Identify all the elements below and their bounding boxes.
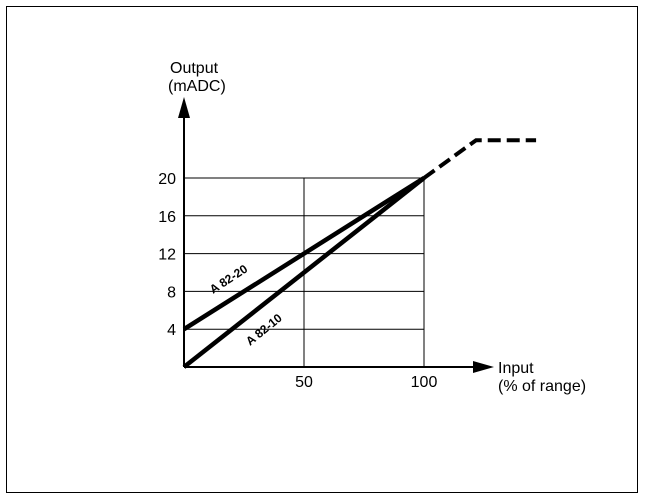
x-axis-title-line1: Input — [498, 360, 534, 377]
y-tick-label-12: 12 — [158, 247, 176, 264]
y-tick-label-4: 4 — [167, 322, 176, 339]
y-axis-title-line1: Output — [170, 60, 219, 77]
y-axis-title-line2: (mADC) — [168, 78, 226, 95]
saturation-line — [422, 138, 537, 180]
x-axis-arrow — [473, 361, 494, 373]
x-tick-label-100: 100 — [411, 374, 438, 391]
y-tick-label-20: 20 — [158, 171, 176, 188]
series-lines — [182, 176, 426, 369]
y-axis-arrow — [178, 97, 190, 118]
x-tick-labels: 50 100 — [295, 374, 437, 391]
y-tick-label-16: 16 — [158, 209, 176, 226]
y-tick-label-8: 8 — [167, 284, 176, 301]
axes — [178, 97, 494, 373]
series-line-2 — [182, 176, 426, 369]
series-line-1 — [182, 176, 426, 332]
saturation-dashed-line — [422, 138, 537, 180]
x-axis-title-line2: (% of range) — [498, 378, 586, 395]
x-tick-label-50: 50 — [295, 374, 313, 391]
y-tick-labels: 4 8 12 16 20 — [158, 171, 176, 339]
figure-frame — [6, 6, 638, 493]
